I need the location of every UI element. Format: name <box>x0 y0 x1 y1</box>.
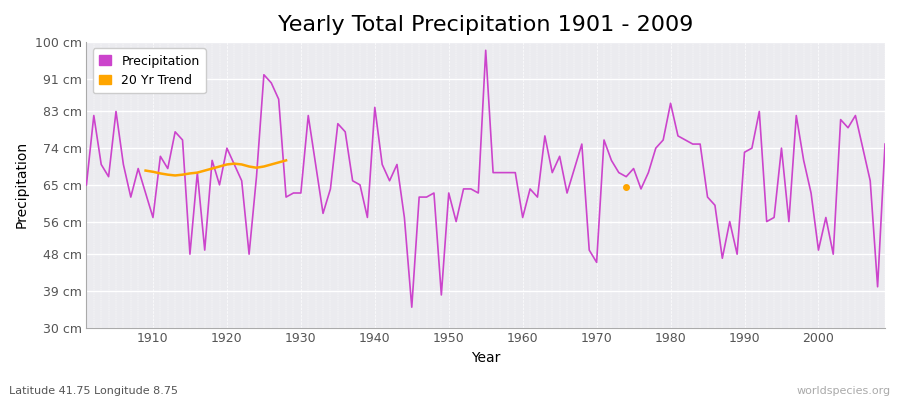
Legend: Precipitation, 20 Yr Trend: Precipitation, 20 Yr Trend <box>93 48 206 93</box>
Precipitation <box>347 178 358 183</box>
20 Yr Trend <box>155 171 166 176</box>
20 Yr Trend <box>244 164 255 169</box>
20 Yr Trend <box>214 164 225 169</box>
20 Yr Trend <box>162 172 173 177</box>
20 Yr Trend <box>140 168 151 173</box>
20 Yr Trend <box>170 173 181 178</box>
20 Yr Trend <box>221 162 232 167</box>
Precipitation <box>621 174 632 179</box>
20 Yr Trend <box>274 160 284 165</box>
20 Yr Trend <box>281 158 292 163</box>
Precipitation <box>407 305 418 310</box>
20 Yr Trend <box>251 165 262 170</box>
Precipitation <box>525 186 535 191</box>
20 Yr Trend <box>266 162 276 167</box>
Line: Precipitation: Precipitation <box>86 50 885 307</box>
Precipitation <box>302 113 313 118</box>
20 Yr Trend <box>207 166 218 171</box>
X-axis label: Year: Year <box>471 351 500 365</box>
Precipitation <box>481 48 491 53</box>
Y-axis label: Precipitation: Precipitation <box>15 141 29 228</box>
Precipitation <box>140 191 151 196</box>
Precipitation <box>879 142 890 146</box>
Precipitation <box>532 195 543 200</box>
Line: 20 Yr Trend: 20 Yr Trend <box>146 160 286 176</box>
Text: Latitude 41.75 Longitude 8.75: Latitude 41.75 Longitude 8.75 <box>9 386 178 396</box>
Title: Yearly Total Precipitation 1901 - 2009: Yearly Total Precipitation 1901 - 2009 <box>278 15 693 35</box>
20 Yr Trend <box>192 170 202 175</box>
20 Yr Trend <box>237 162 248 167</box>
20 Yr Trend <box>177 172 188 177</box>
20 Yr Trend <box>258 164 269 169</box>
20 Yr Trend <box>148 169 158 174</box>
Precipitation <box>81 182 92 187</box>
20 Yr Trend <box>229 161 239 166</box>
Text: worldspecies.org: worldspecies.org <box>796 386 891 396</box>
20 Yr Trend <box>184 171 195 176</box>
20 Yr Trend <box>199 168 210 173</box>
